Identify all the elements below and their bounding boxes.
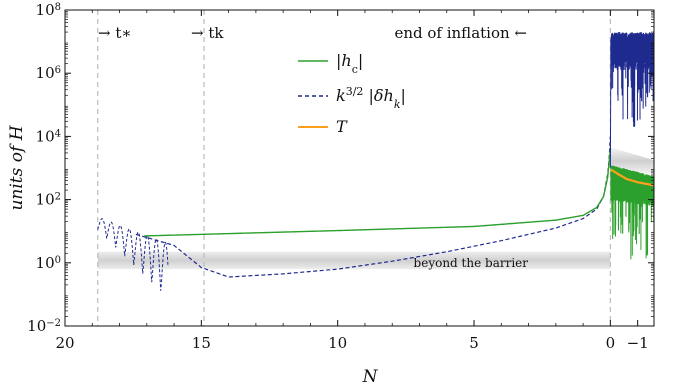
x-tick-label-3: 5 <box>469 334 479 352</box>
y-tick-base: 10 <box>36 1 55 19</box>
y-tick-exponent: −2 <box>46 318 61 329</box>
legend: |hc| k3/2 |δhk| T <box>298 51 406 136</box>
y-tick-label-4: 106 <box>36 64 61 82</box>
legend-label-T: T <box>336 117 348 136</box>
y-tick-label-5: 108 <box>36 1 61 19</box>
y-tick-label-1: 100 <box>36 254 61 272</box>
y-tick-label-0: 10−2 <box>27 317 61 335</box>
series-dh-rise <box>609 41 612 169</box>
x-tick-label-5: −1 <box>627 334 649 352</box>
annotation-t-k: → tk <box>191 24 224 42</box>
y-tick-base: 10 <box>36 64 55 82</box>
x-axis-label: N <box>362 367 379 387</box>
annotation-beyond-barrier: beyond the barrier <box>414 256 529 270</box>
series-T <box>610 168 654 187</box>
annotation-end-of-inflation: end of inflation ← <box>394 24 527 42</box>
y-tick-base: 10 <box>36 254 55 272</box>
y-axis-label: units of H <box>7 124 27 210</box>
y-tick-base: 10 <box>36 191 55 209</box>
series-hc-post <box>610 165 654 237</box>
legend-label-hc: |hc| <box>336 51 363 76</box>
y-tick-exponent: 8 <box>55 2 61 13</box>
series-hc-spikes <box>612 199 652 260</box>
y-tick-exponent: 6 <box>55 65 61 76</box>
annotation-t-star: → t∗ <box>98 24 132 42</box>
vertical-markers <box>97 10 611 326</box>
legend-label-dh: k3/2 |δhk| <box>336 85 406 111</box>
y-tick-label-2: 102 <box>36 191 61 209</box>
y-tick-exponent: 2 <box>55 191 61 202</box>
x-tick-label-1: 15 <box>192 334 211 352</box>
y-tick-base: 10 <box>36 127 55 145</box>
x-tick-label-0: 20 <box>55 334 74 352</box>
x-tick-label-2: 10 <box>328 334 347 352</box>
y-tick-base: 10 <box>27 317 46 335</box>
y-axis-label-text: units of <box>7 140 27 210</box>
series-dh-spikes <box>612 63 650 127</box>
y-tick-label-3: 104 <box>36 127 61 145</box>
barrier-band <box>97 251 611 270</box>
series-hc-main <box>144 148 612 237</box>
series-dh-post <box>610 32 654 107</box>
y-tick-exponent: 0 <box>55 254 61 265</box>
y-tick-exponent: 4 <box>55 128 61 139</box>
x-tick-label-4: 0 <box>606 334 616 352</box>
plot-frame <box>64 9 655 327</box>
series-dh-oscillation <box>97 218 169 291</box>
y-axis-label-unit: H <box>7 124 27 141</box>
series-dh-main <box>135 136 611 278</box>
post-inflation-band <box>610 147 654 175</box>
series-curves <box>97 32 654 291</box>
grey-bands <box>97 147 654 270</box>
